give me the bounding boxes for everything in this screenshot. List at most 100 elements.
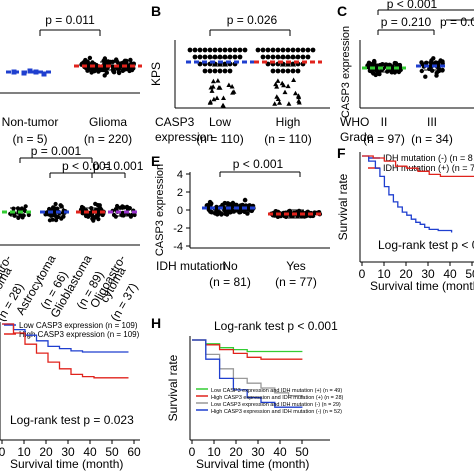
data-point (290, 54, 296, 60)
data-point (192, 47, 198, 53)
annotation: Log-rank test p = 0.023 (10, 413, 134, 427)
data-point (208, 85, 214, 90)
tick-label: 40 (273, 445, 287, 459)
panel-label-f: F (337, 145, 346, 161)
data-point (33, 69, 39, 75)
series-line (2, 323, 129, 353)
data-point (52, 211, 57, 216)
data-point (434, 70, 439, 76)
tick-label: 10 (17, 445, 31, 459)
data-point (41, 71, 47, 77)
axis-label: CASP3 expression (340, 26, 352, 118)
pvalue-label: p = 0.0090 (440, 15, 474, 29)
data-point (232, 54, 238, 60)
tick-label: -2 (173, 223, 183, 235)
pvalue-label: p = 0.210 (381, 15, 432, 29)
panel-b: p = 0.026 KPS CASP3 expression Low (n = … (149, 13, 330, 146)
data-point (275, 47, 281, 53)
axis-label: Grade (340, 130, 374, 144)
tick-label: (n = 110) (264, 132, 311, 146)
data-point (16, 215, 21, 220)
tick-label: 10 (377, 267, 391, 281)
data-point (207, 54, 213, 60)
data-point (224, 210, 229, 215)
tick-label: 10 (207, 445, 221, 459)
series-line (192, 339, 303, 353)
data-point (305, 47, 311, 53)
data-point (222, 54, 228, 60)
tick-label: (n = 97) (363, 132, 405, 146)
legend-label: Low CASP3 expression (n = 109) (19, 321, 138, 330)
data-point (280, 68, 286, 74)
data-point (282, 89, 288, 95)
data-point (374, 72, 379, 77)
axis-label: Survival time (month) (10, 457, 123, 471)
axis-label: CASP3 (155, 115, 195, 129)
tick-label: 20 (229, 445, 243, 459)
data-point (265, 54, 271, 60)
data-point (102, 73, 107, 78)
data-point (237, 47, 243, 53)
data-point (285, 54, 291, 60)
data-point (290, 68, 296, 74)
series-line (362, 155, 453, 233)
legend-label: High CASP3 expression and IDH mutation (… (211, 409, 342, 415)
data-point (285, 68, 291, 74)
series-line (2, 323, 129, 379)
tick-label: Yes (286, 259, 306, 273)
tick-label: (n = 5) (12, 132, 47, 146)
legend-label: IDH mutation (-) (n = 8… (383, 153, 474, 163)
data-point (270, 68, 276, 74)
panel-label-e: E (151, 153, 160, 169)
data-point (240, 202, 245, 208)
tick-label: (n = 81) (209, 275, 251, 289)
tick-label: (n = 110) (196, 132, 243, 146)
data-point (26, 212, 31, 218)
data-point (272, 101, 278, 106)
data-point (53, 201, 58, 207)
data-point (192, 54, 198, 60)
data-point (207, 47, 213, 53)
axis-label: KPS (149, 62, 163, 86)
panel-d: p = 0.001 p < 0.001 p = 0.001 stro-toma(… (0, 144, 144, 324)
data-point (86, 214, 91, 219)
data-point (229, 84, 235, 89)
data-point (222, 47, 228, 53)
data-point (113, 214, 118, 219)
data-point (214, 95, 220, 100)
data-point (217, 68, 223, 74)
data-point (61, 214, 66, 219)
data-point (277, 100, 282, 105)
data-point (212, 47, 218, 53)
data-point (242, 197, 248, 203)
tick-label: Glioma (89, 115, 127, 129)
data-point (431, 56, 436, 61)
series-line (192, 339, 303, 360)
axis-label: WHO (340, 115, 369, 129)
panel-label-h: H (151, 315, 161, 331)
pvalue-label: p = 0.011 (45, 13, 95, 27)
tick-label: 0 (359, 267, 366, 281)
data-point (85, 60, 90, 65)
tick-label: Non-tumor (2, 115, 59, 129)
data-point (291, 77, 297, 82)
data-point (270, 47, 276, 53)
data-point (237, 54, 243, 60)
data-point (93, 201, 98, 206)
tick-label: 30 (421, 267, 435, 281)
legend-label: High CASP3 expression (n = 109) (19, 330, 140, 339)
panel-label-c: C (337, 3, 347, 19)
tick-label: High (276, 115, 301, 129)
legend-label: Low CASP3 expression and IDH mutation (+… (211, 388, 342, 394)
axis-label: Survival time (month) (370, 279, 474, 293)
data-point (300, 47, 306, 53)
data-point (274, 94, 280, 99)
tick-label: 0 (177, 205, 183, 217)
data-point (47, 218, 53, 223)
data-point (280, 54, 286, 60)
data-point (209, 88, 215, 93)
tick-label: No (222, 259, 238, 273)
data-point (296, 98, 302, 103)
data-point (227, 54, 233, 60)
